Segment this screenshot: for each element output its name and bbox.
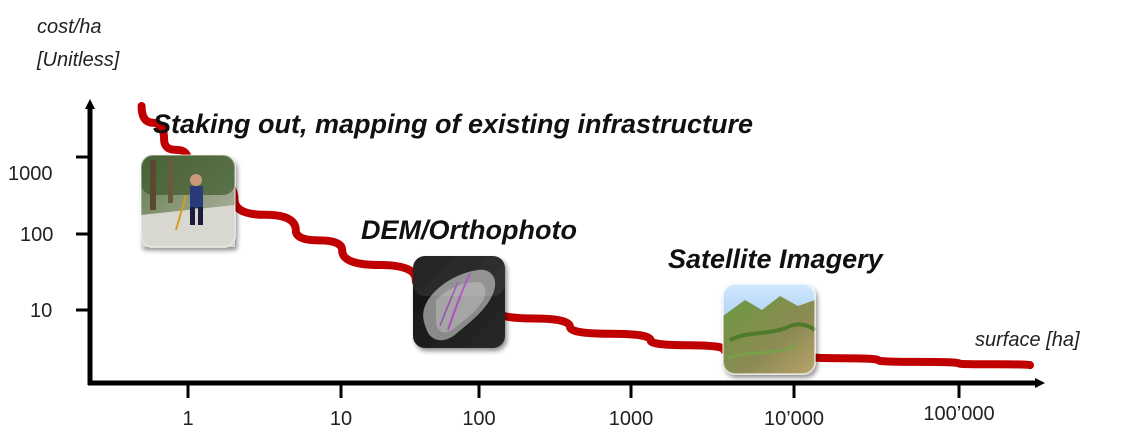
y-axis-title-line2: [Unitless] (36, 49, 120, 71)
y-tick-label: 10 (30, 300, 52, 322)
x-tick-label: 10 (330, 408, 352, 430)
x-tick-label: 1 (182, 408, 193, 430)
y-axis-title-line1: cost/ha (37, 16, 101, 38)
y-tick-label: 1000 (8, 163, 53, 185)
x-tick-label: 100’000 (923, 403, 994, 425)
annotation-staking-out: Staking out, mapping of existing infrast… (153, 109, 753, 139)
x-tick-label: 1000 (609, 408, 654, 430)
annotation-satellite-imagery: Satellite Imagery (668, 244, 885, 274)
x-axis-title: surface [ha] (975, 329, 1080, 351)
y-ticks: 1000 100 10 (8, 155, 92, 322)
cost-curve-line (137, 102, 1034, 370)
x-tick-label: 10’000 (764, 408, 824, 430)
x-ticks: 1 10 100 1000 10’000 100’000 (182, 383, 995, 430)
satellite-terrain-icon (722, 283, 817, 375)
dem-orthophoto-icon (413, 256, 505, 348)
x-tick-label: 100 (462, 408, 495, 430)
annotation-dem-orthophoto: DEM/Orthophoto (361, 215, 577, 245)
y-tick-label: 100 (20, 224, 53, 246)
person-surveying-photo-icon (140, 154, 236, 248)
